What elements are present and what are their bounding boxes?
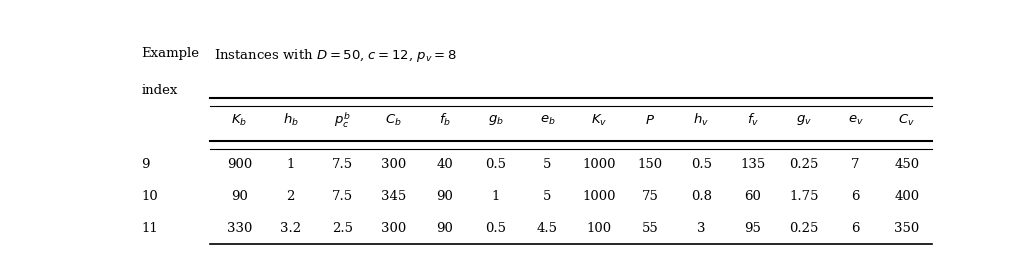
Text: 3.2: 3.2 [280,222,301,235]
Text: 350: 350 [894,222,919,235]
Text: $h_b$: $h_b$ [283,112,298,128]
Text: 300: 300 [381,158,406,171]
Text: 135: 135 [740,158,766,171]
Text: 1: 1 [287,158,295,171]
Text: 2: 2 [287,190,295,203]
Text: 7.5: 7.5 [332,158,352,171]
Text: 2.5: 2.5 [332,222,352,235]
Text: $C_v$: $C_v$ [898,113,915,128]
Text: 150: 150 [637,158,663,171]
Text: $K_b$: $K_b$ [231,113,248,128]
Text: $h_v$: $h_v$ [693,112,710,128]
Text: $f_v$: $f_v$ [747,112,759,128]
Text: $e_v$: $e_v$ [847,114,863,127]
Text: 4.5: 4.5 [537,222,558,235]
Text: 0.8: 0.8 [691,190,712,203]
Text: 90: 90 [436,222,453,235]
Text: 1.75: 1.75 [789,190,818,203]
Text: $f_b$: $f_b$ [438,112,451,128]
Text: 0.5: 0.5 [486,222,507,235]
Text: 1000: 1000 [582,190,615,203]
Text: 6: 6 [852,222,860,235]
Text: index: index [142,84,178,97]
Text: 75: 75 [641,190,659,203]
Text: 10: 10 [142,190,159,203]
Text: 0.5: 0.5 [691,158,712,171]
Text: $C_b$: $C_b$ [385,113,402,128]
Text: Instances with $D = 50$, $c = 12$, $p_v = 8$: Instances with $D = 50$, $c = 12$, $p_v … [213,47,457,64]
Text: 1000: 1000 [582,158,615,171]
Text: 450: 450 [894,158,919,171]
Text: 100: 100 [586,222,611,235]
Text: 9: 9 [142,158,150,171]
Text: 6: 6 [852,190,860,203]
Text: $g_v$: $g_v$ [796,113,812,127]
Text: 1: 1 [492,190,500,203]
Text: $e_b$: $e_b$ [540,114,555,127]
Text: $P$: $P$ [645,114,655,127]
Text: 3: 3 [697,222,706,235]
Text: 55: 55 [641,222,659,235]
Text: 95: 95 [744,222,761,235]
Text: $g_b$: $g_b$ [488,113,505,127]
Text: 400: 400 [894,190,919,203]
Text: 90: 90 [231,190,248,203]
Text: Example: Example [142,47,200,60]
Text: 330: 330 [227,222,252,235]
Text: 60: 60 [744,190,761,203]
Text: 11: 11 [142,222,159,235]
Text: 345: 345 [381,190,406,203]
Text: 40: 40 [436,158,453,171]
Text: 0.5: 0.5 [486,158,507,171]
Text: $p_c^b$: $p_c^b$ [334,111,350,130]
Text: 5: 5 [543,190,551,203]
Text: $K_v$: $K_v$ [591,113,607,128]
Text: 900: 900 [227,158,252,171]
Text: 90: 90 [436,190,453,203]
Text: 7.5: 7.5 [332,190,352,203]
Text: 0.25: 0.25 [789,158,818,171]
Text: 0.25: 0.25 [789,222,818,235]
Text: 7: 7 [852,158,860,171]
Text: 5: 5 [543,158,551,171]
Text: 300: 300 [381,222,406,235]
